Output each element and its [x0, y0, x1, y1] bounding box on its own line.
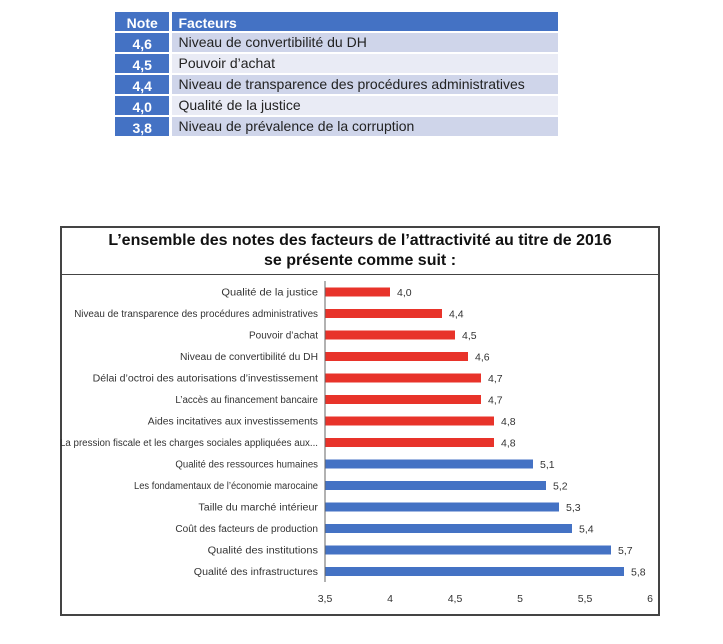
bar: [325, 459, 533, 469]
bar: [325, 373, 481, 383]
data-label: 5,3: [566, 502, 581, 514]
data-label: 4,7: [488, 395, 503, 407]
x-tick-label: 3,5: [318, 593, 333, 605]
note-cell: 4,6: [115, 33, 173, 52]
x-tick-label: 5,5: [578, 593, 593, 605]
data-label: 4,5: [462, 330, 477, 342]
data-label: 4,8: [501, 438, 516, 450]
category-label: Taille du marché intérieur: [198, 503, 318, 514]
factors-table: Note Facteurs 4,6 Niveau de convertibilit…: [115, 10, 558, 138]
category-label: Qualité de la justice: [221, 288, 318, 299]
data-label: 5,7: [618, 545, 633, 557]
header-factors: Facteurs: [172, 12, 558, 31]
factor-cell: Niveau de transparence des procédures ad…: [172, 75, 558, 94]
data-label: 4,4: [449, 309, 464, 321]
category-label: Coût des facteurs de production: [175, 524, 318, 535]
note-cell: 4,0: [115, 96, 173, 115]
category-label: Qualité des infrastructures: [194, 567, 318, 578]
table-row: 4,6 Niveau de convertibilité du DH: [115, 33, 558, 52]
category-label: Qualité des ressources humaines: [175, 460, 318, 471]
table-row: 4,5 Pouvoir d’achat: [115, 54, 558, 73]
bar: [325, 567, 624, 576]
bar: [325, 309, 442, 318]
category-label: Qualité des institutions: [208, 546, 318, 557]
bar: [325, 330, 455, 340]
bar: [325, 524, 572, 533]
category-label: Aides incitatives aux investissements: [148, 417, 318, 428]
bar: [325, 481, 546, 490]
category-label: Niveau de transparence des procédures ad…: [74, 309, 318, 320]
factor-cell: Niveau de prévalence de la corruption: [172, 117, 558, 136]
data-label: 4,0: [397, 287, 412, 299]
bar: [325, 545, 611, 555]
header-note: Note: [115, 12, 173, 31]
table-row: 4,0 Qualité de la justice: [115, 96, 558, 115]
category-label: Délai d’octroi des autorisations d’inves…: [93, 374, 319, 385]
x-tick-label: 4,5: [448, 593, 463, 605]
data-label: 4,8: [501, 416, 516, 428]
table-header: Note Facteurs: [115, 12, 558, 31]
x-tick-label: 4: [387, 593, 393, 605]
bar: [325, 352, 468, 361]
bar: [325, 416, 494, 426]
factor-cell: Pouvoir d’achat: [172, 54, 558, 73]
factor-cell: Qualité de la justice: [172, 96, 558, 115]
category-label: Pouvoir d’achat: [249, 331, 318, 342]
category-label: Les fondamentaux de l’économie marocaine: [134, 481, 318, 492]
category-label: Niveau de convertibilité du DH: [180, 352, 318, 363]
data-label: 5,2: [553, 481, 568, 493]
x-tick-label: 5: [517, 593, 523, 605]
data-label: 5,4: [579, 524, 594, 536]
chart-title-line-2: se présente comme suit :: [263, 252, 457, 269]
x-tick-label: 6: [647, 593, 653, 605]
data-label: 5,1: [540, 459, 555, 471]
bar: [325, 438, 494, 447]
category-label: L’accès au financement bancaire: [175, 395, 318, 406]
chart-title-line-1: L’ensemble des notes des facteurs de l’a…: [108, 232, 612, 249]
note-cell: 4,4: [115, 75, 173, 94]
table-row: 3,8 Niveau de prévalence de la corruption: [115, 117, 558, 136]
bar: [325, 502, 559, 512]
category-label: La pression fiscale et les charges socia…: [60, 438, 318, 449]
data-label: 4,7: [488, 373, 503, 385]
bar: [325, 395, 481, 404]
bar: [325, 287, 390, 297]
data-label: 4,6: [475, 352, 490, 364]
factor-cell: Niveau de convertibilité du DH: [172, 33, 558, 52]
chart-title: L’ensemble des notes des facteurs de l’a…: [62, 228, 658, 275]
note-cell: 4,5: [115, 54, 173, 73]
chart-box: L’ensemble des notes des facteurs de l’a…: [60, 226, 660, 616]
data-label: 5,8: [631, 567, 646, 579]
note-cell: 3,8: [115, 117, 173, 136]
table-row: 4,4 Niveau de transparence des procédures…: [115, 75, 558, 94]
